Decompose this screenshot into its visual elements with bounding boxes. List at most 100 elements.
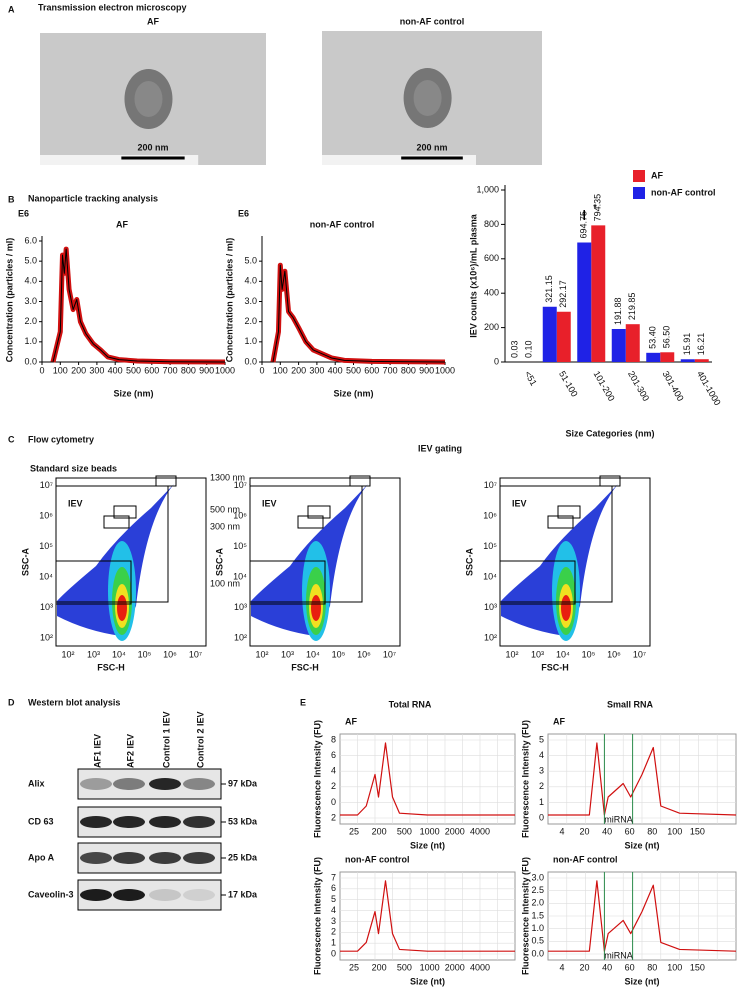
electropherogram — [548, 742, 737, 816]
x-tick-label: 10³ — [531, 649, 544, 659]
y-tick-label: 4.0 — [244, 276, 257, 286]
y-tick-label: 0.0 — [531, 948, 544, 958]
y-axis-label: Fluorescence Intensity (FU) — [520, 720, 530, 838]
blot-band — [149, 816, 181, 828]
panel-letter: C — [8, 434, 15, 444]
density-red — [311, 595, 321, 621]
gate — [499, 560, 576, 605]
x-tick-label: 500 — [397, 826, 412, 836]
blot-band — [113, 778, 145, 790]
distribution-curve — [52, 248, 226, 363]
gate — [155, 475, 177, 487]
blot-band — [149, 778, 181, 790]
y-tick-label: 600 — [484, 253, 499, 263]
y-tick-label: 1.0 — [531, 923, 544, 933]
y-tick-label: 7 — [331, 872, 336, 882]
panel-title: Transmission electron microscopy — [38, 2, 187, 12]
x-tick-label: 4000 — [470, 826, 490, 836]
x-tick-label: 200 — [71, 365, 86, 375]
y-axis-label: Fluorescence Intensity (FU) — [520, 857, 530, 975]
section-subtitle: IEV gating — [418, 443, 462, 453]
x-tick-label: 600 — [144, 365, 159, 375]
x-tick-label: 100 — [273, 365, 288, 375]
x-tick-label: 10⁴ — [306, 649, 320, 659]
bar — [542, 306, 557, 362]
y-tick-label: 10⁷ — [40, 480, 53, 490]
panel-letter: D — [8, 697, 15, 707]
bar — [577, 242, 592, 362]
distribution-curve — [272, 264, 446, 363]
gate — [307, 505, 331, 519]
x-tick-label: 2000 — [445, 826, 465, 836]
scale-label: 200 nm — [137, 142, 168, 152]
y-tick-label: 10⁵ — [39, 541, 53, 551]
value-label: 0.10 — [524, 340, 534, 358]
y-axis-label: SSC-A — [20, 548, 30, 577]
gate-label: IEV — [68, 498, 83, 508]
y-tick-label: 5.0 — [244, 256, 257, 266]
legend-label: AF — [651, 170, 663, 180]
x-axis-label: Size (nt) — [625, 976, 660, 986]
x-tick-label: 10² — [255, 649, 268, 659]
value-label: 191.88 — [613, 297, 623, 325]
x-tick-label: 1000 — [420, 826, 440, 836]
y-tick-label: 0 — [494, 356, 499, 366]
x-tick-label: 51-100 — [557, 369, 580, 398]
x-tick-label: 10⁶ — [163, 649, 177, 659]
x-tick-label: 40 — [602, 826, 612, 836]
marker-label: miRNA — [604, 814, 633, 824]
y-tick-label: 0.5 — [531, 936, 544, 946]
bar — [591, 225, 606, 362]
x-axis-label: FSC-H — [541, 662, 569, 672]
column-title: Small RNA — [607, 699, 654, 709]
y-tick-label: 10⁴ — [39, 571, 53, 581]
x-axis-label: Size (nt) — [410, 976, 445, 986]
image-label: non-AF control — [400, 16, 465, 26]
y-tick-label: 6.0 — [24, 235, 37, 245]
x-tick-label: 4 — [559, 826, 564, 836]
x-tick-label: 4 — [559, 962, 564, 972]
y-axis-label: SSC-A — [214, 548, 224, 577]
y-axis-label: SSC-A — [464, 548, 474, 577]
exponent-label: E6 — [18, 208, 29, 218]
y-tick-label: 5 — [539, 734, 544, 744]
x-tick-label: 101-200 — [591, 369, 616, 403]
y-axis-label: Concentration (particles / ml) — [224, 238, 234, 363]
x-tick-label: 60 — [625, 962, 635, 972]
bead-label: 300 nm — [210, 521, 240, 531]
lane-label: Control 2 IEV — [195, 711, 205, 768]
image-label: AF — [147, 16, 159, 26]
x-tick-label: 80 — [647, 962, 657, 972]
y-tick-label: 1.0 — [244, 336, 257, 346]
gate — [349, 475, 371, 487]
value-label: 219.85 — [627, 293, 637, 321]
x-tick-label: 10⁵ — [332, 649, 346, 659]
bead-label: 100 nm — [210, 578, 240, 588]
value-label: 321.15 — [544, 275, 554, 303]
blot-band — [113, 852, 145, 864]
x-tick-label: 25 — [349, 962, 359, 972]
gate — [297, 515, 324, 529]
image-footer — [322, 155, 476, 165]
x-tick-label: 200 — [372, 826, 387, 836]
y-tick-label: 10³ — [234, 602, 247, 612]
y-tick-label: 10⁶ — [39, 510, 53, 520]
y-tick-label: 4 — [331, 905, 336, 915]
electropherogram — [340, 742, 515, 816]
plot-label: AF — [553, 716, 565, 726]
y-tick-label: 0 — [331, 948, 336, 958]
x-tick-label: 10² — [61, 649, 74, 659]
y-tick-label: 10⁶ — [483, 510, 497, 520]
legend-label: non-AF control — [651, 187, 716, 197]
y-tick-label: 10⁵ — [483, 541, 497, 551]
x-axis-label: Size (nt) — [410, 840, 445, 850]
x-tick-label: 900 — [199, 365, 214, 375]
gate — [55, 560, 132, 605]
y-tick-label: 1.5 — [531, 910, 544, 920]
y-tick-label: 0 — [331, 797, 336, 807]
x-tick-label: 25 — [349, 826, 359, 836]
y-tick-label: 200 — [484, 322, 499, 332]
x-tick-label: 10⁴ — [556, 649, 570, 659]
y-tick-label: 2.0 — [24, 316, 37, 326]
bar — [611, 328, 626, 362]
